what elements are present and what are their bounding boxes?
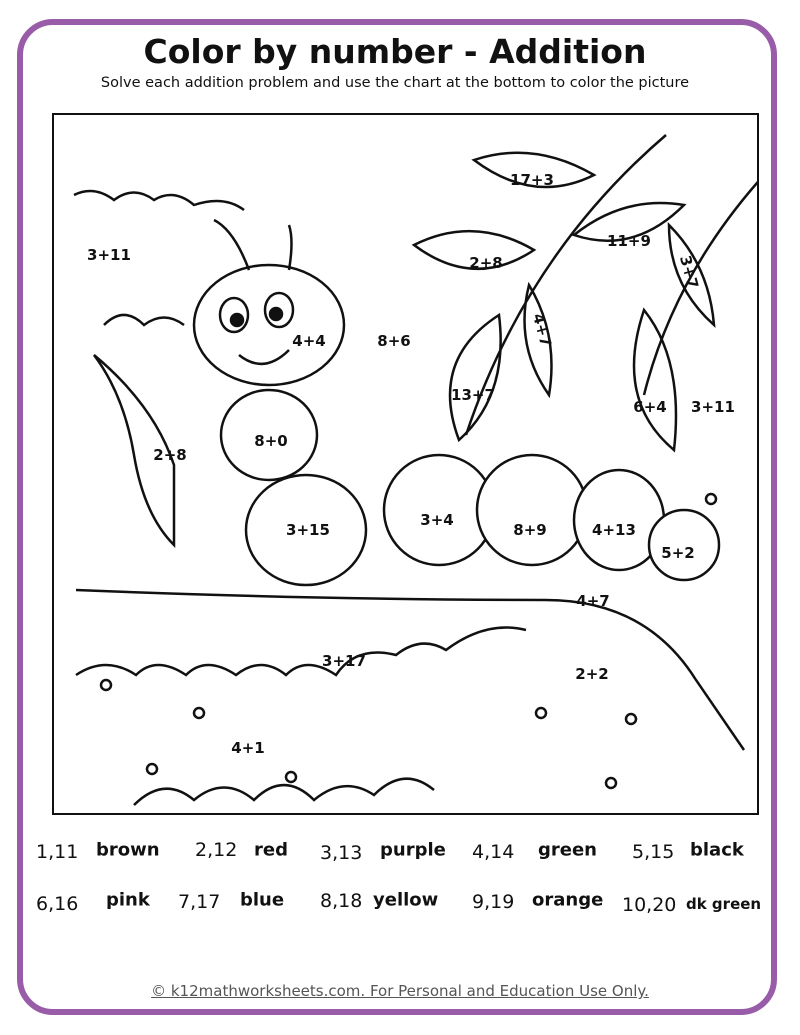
problem-label: 3+17 — [322, 652, 366, 670]
problem-label: 3+11 — [691, 398, 735, 416]
problem-label: 4+7 — [576, 592, 610, 610]
page-title: Color by number - Addition — [143, 32, 647, 71]
key-color: dk green — [686, 895, 762, 913]
key-color: green — [538, 839, 597, 861]
key-color: purple — [380, 839, 446, 861]
key-color: blue — [240, 889, 285, 911]
instructions: Solve each addition problem and use the … — [100, 75, 690, 91]
key-numbers: 10,20 — [622, 894, 677, 916]
problem-label: 4+13 — [592, 521, 636, 539]
key-numbers: 1,11 — [36, 841, 79, 863]
caterpillar-drawing — [73, 134, 757, 806]
key-numbers: 8,18 — [320, 890, 363, 912]
problem-label: 4+1 — [231, 739, 265, 757]
key-color: orange — [532, 889, 604, 911]
problem-label: 8+6 — [377, 332, 411, 350]
problem-label: 3+4 — [420, 511, 454, 529]
key-numbers: 6,16 — [36, 893, 79, 915]
key-color: black — [690, 839, 744, 861]
key-color: pink — [106, 889, 150, 911]
key-color: brown — [96, 839, 160, 861]
problem-label: 6+4 — [633, 398, 667, 416]
page-border — [17, 19, 777, 1015]
problem-label: 17+3 — [510, 171, 554, 189]
key-numbers: 5,15 — [632, 841, 675, 863]
copyright-link[interactable]: © k12mathworksheets.com. For Personal an… — [151, 982, 649, 1000]
coloring-picture: 17+3 3+11 2+8 11+9 3+7 4+7 4+4 8+6 13+7 … — [52, 113, 759, 815]
key-numbers: 3,13 — [320, 842, 363, 864]
key-numbers: 4,14 — [472, 841, 515, 863]
problem-label: 2+8 — [153, 446, 187, 464]
key-numbers: 2,12 — [195, 839, 238, 861]
problem-label: 4+4 — [292, 332, 326, 350]
problem-label: 2+2 — [575, 665, 609, 683]
problem-label: 8+9 — [513, 521, 547, 539]
problem-label: 8+0 — [254, 432, 288, 450]
problem-label: 5+2 — [661, 544, 695, 562]
problem-label: 3+15 — [286, 521, 330, 539]
problem-label: 2+8 — [469, 254, 503, 272]
problem-label: 11+9 — [607, 232, 651, 250]
key-color: yellow — [373, 889, 439, 911]
problem-label: 13+7 — [451, 386, 495, 404]
key-numbers: 7,17 — [178, 891, 221, 913]
key-color: red — [254, 839, 288, 861]
key-numbers: 9,19 — [472, 891, 515, 913]
problem-label: 3+11 — [87, 246, 131, 264]
